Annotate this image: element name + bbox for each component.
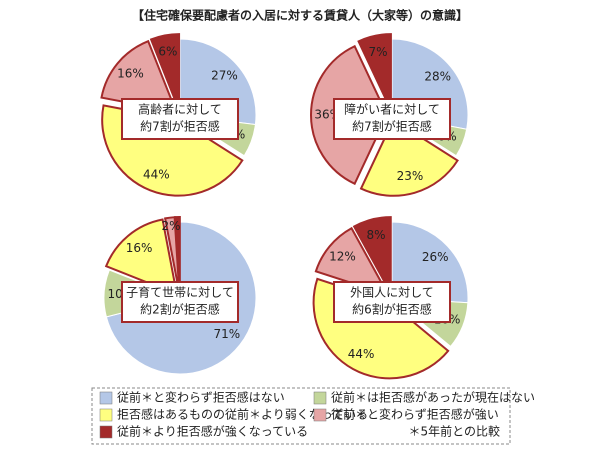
pie-title: 外国人に対して <box>350 286 434 300</box>
value-label: 44% <box>348 347 375 361</box>
pie-slice <box>314 226 391 297</box>
legend-label: 拒否感はあるものの従前＊より弱くなっている <box>117 407 368 422</box>
value-label: 16% <box>117 67 144 81</box>
callout-box <box>121 98 239 140</box>
pie-slice <box>100 39 178 114</box>
value-label: 12% <box>329 250 356 264</box>
legend-label: 従前＊と変わらず拒否感が強い <box>331 407 499 422</box>
legend-label: 従前＊より拒否感が強くなっている <box>117 424 308 439</box>
value-label: 8% <box>366 228 385 242</box>
value-label: 16% <box>126 241 153 255</box>
pie-subtitle: 約6割が拒否感 <box>352 302 432 317</box>
callout-box <box>121 281 239 323</box>
pie-title: 高齢者に対して <box>138 102 222 117</box>
legend-swatch <box>313 408 327 422</box>
pie-subtitle: 約2割が拒否感 <box>140 302 220 317</box>
legend-label: 従前＊は拒否感があったが現在はない <box>331 390 535 405</box>
value-label: 7% <box>368 45 387 59</box>
pie-slice <box>352 216 392 294</box>
legend-note: ＊5年前との比較 <box>408 424 500 439</box>
legend-swatch <box>313 391 327 405</box>
value-label: 71% <box>214 327 241 341</box>
legend-swatch <box>99 391 113 405</box>
pie-slice <box>104 218 179 296</box>
value-label: 44% <box>143 167 170 181</box>
value-label: 23% <box>397 169 424 183</box>
pie-slice <box>149 33 181 111</box>
legend-swatch <box>99 425 113 439</box>
callout-box <box>333 281 451 323</box>
legend-swatch <box>99 408 113 422</box>
pie-subtitle: 約7割が拒否感 <box>352 119 432 134</box>
callout-box <box>333 98 451 140</box>
page-title: 【住宅確保要配慮者の入居に対する賃貸人（大家等）の意識】 <box>132 8 468 23</box>
legend-label: 従前＊と変わらず拒否感はない <box>117 390 285 405</box>
pie-subtitle: 約7割が拒否感 <box>140 119 220 134</box>
pie-slice <box>174 216 181 294</box>
value-label: 26% <box>422 250 449 264</box>
value-label: 2% <box>161 219 180 233</box>
value-label: 28% <box>424 70 451 84</box>
pie-title: 障がい者に対して <box>344 102 440 117</box>
legend-box <box>91 387 511 445</box>
pie-slice <box>357 33 392 111</box>
value-label: 27% <box>211 68 238 82</box>
pie-title: 子育て世帯に対して <box>126 285 234 300</box>
value-label: 6% <box>158 44 177 58</box>
